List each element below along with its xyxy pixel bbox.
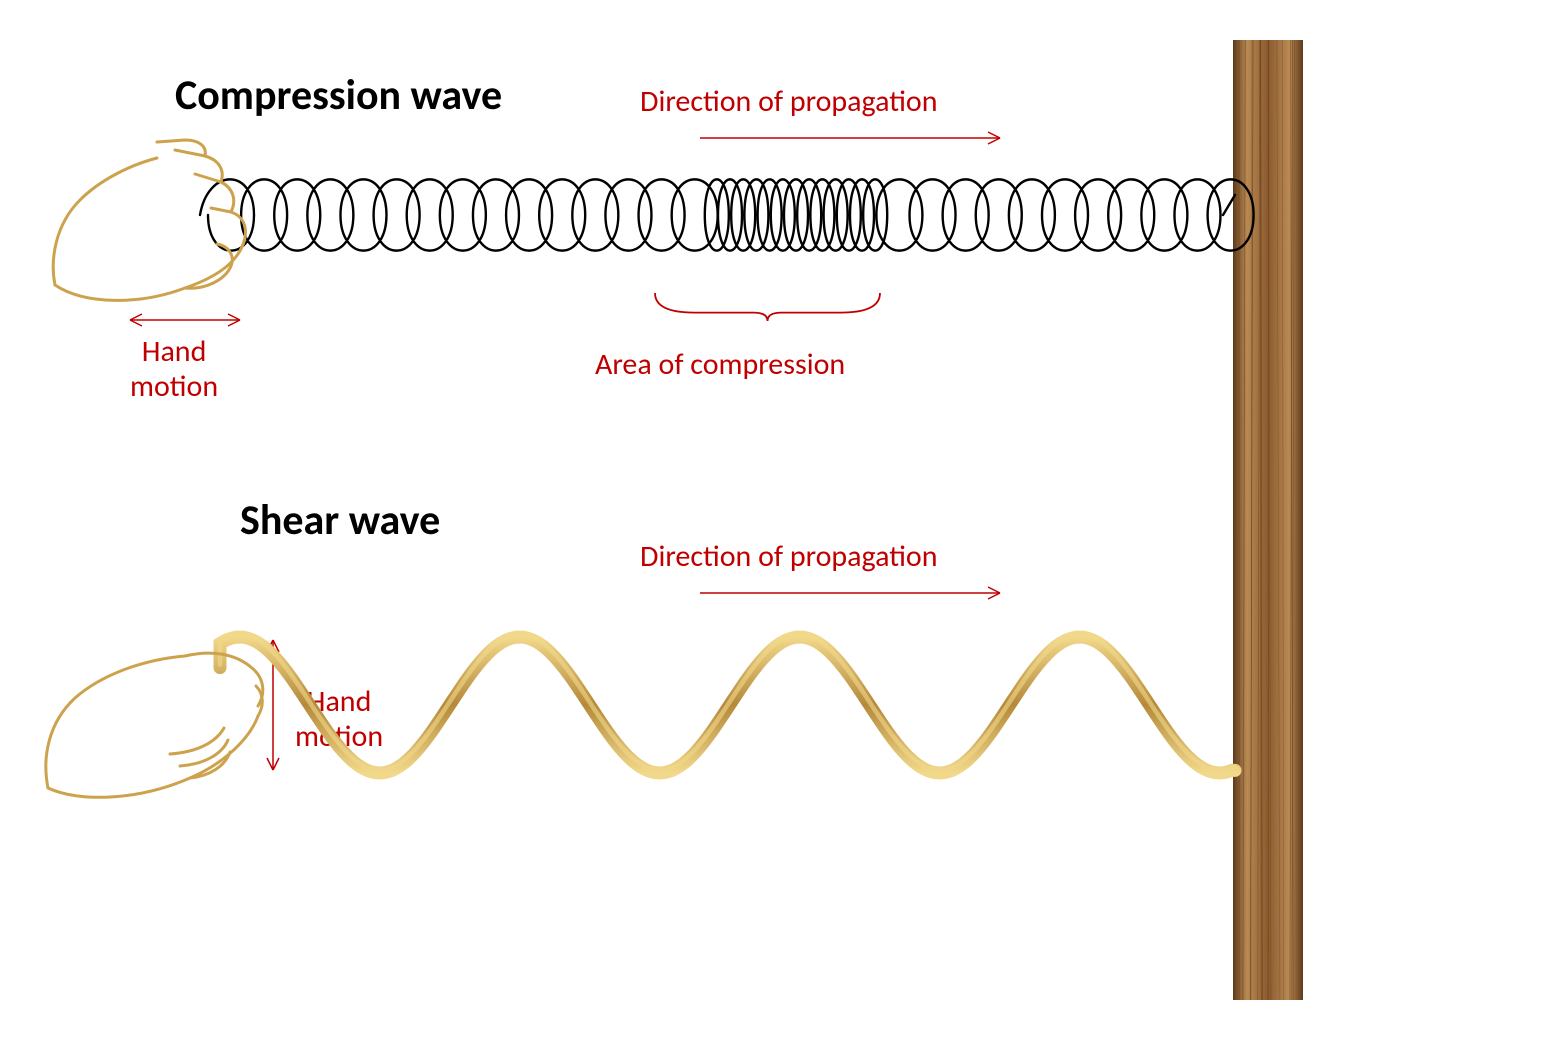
shear-title: Shear wave xyxy=(240,495,440,546)
compression-hand-icon xyxy=(45,130,305,330)
shear-hand-icon xyxy=(40,618,300,818)
